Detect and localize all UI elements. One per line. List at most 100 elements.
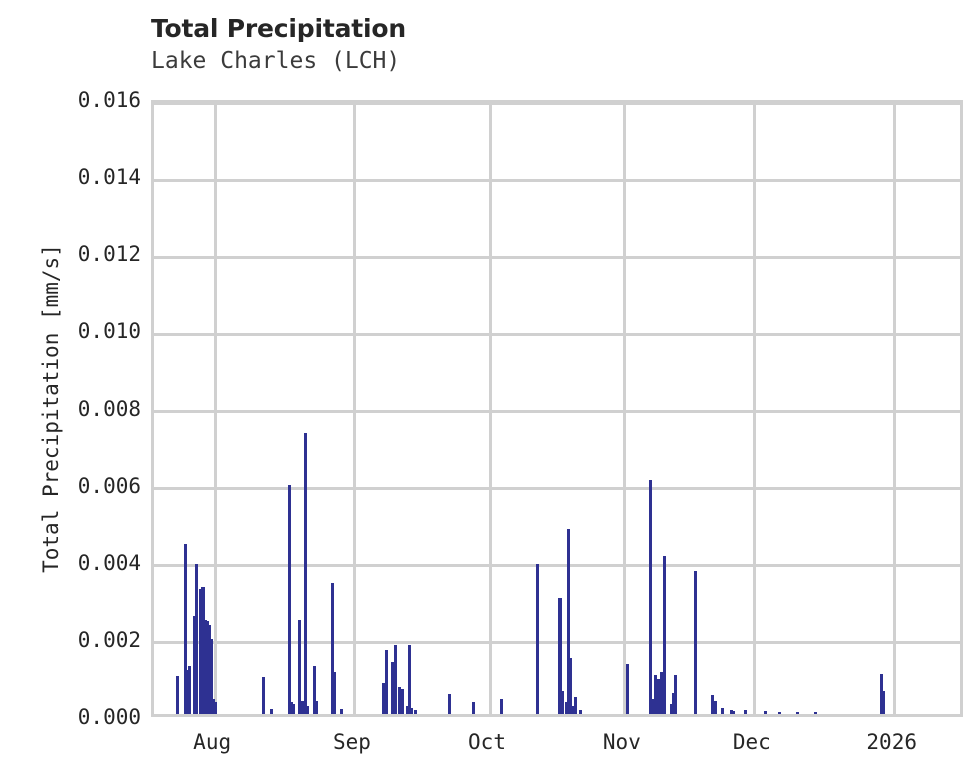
bar	[813, 711, 817, 714]
bar	[579, 710, 582, 714]
bar	[290, 702, 293, 714]
bar	[663, 555, 667, 714]
bar	[414, 710, 417, 714]
bar	[188, 665, 192, 714]
y-tick-label: 0.004	[77, 550, 141, 575]
bar	[721, 708, 725, 714]
bar	[211, 698, 215, 714]
bar	[391, 661, 395, 714]
gridline-horizontal	[154, 487, 960, 491]
gridline-vertical	[623, 103, 627, 714]
gridline-horizontal	[154, 641, 960, 645]
y-axis-title: Total Precipitation [mm/s]	[39, 244, 63, 573]
gridline-horizontal	[154, 410, 960, 413]
x-tick-label: Aug	[193, 730, 232, 754]
y-tick-label: 0.010	[77, 319, 141, 344]
bar	[261, 676, 265, 714]
bar	[570, 706, 574, 714]
gridline-horizontal	[154, 255, 960, 259]
y-tick-label: 0.012	[77, 242, 141, 267]
bar	[654, 675, 658, 714]
bar	[331, 582, 335, 714]
bar	[626, 663, 629, 714]
bar	[198, 588, 202, 714]
gridline-vertical	[488, 103, 492, 714]
x-tick-label: Dec	[732, 730, 771, 754]
bar	[535, 563, 539, 714]
bar	[557, 598, 562, 714]
x-tick-label: Nov	[602, 730, 641, 754]
gridline-horizontal	[154, 178, 960, 182]
gridline-horizontal	[154, 103, 960, 105]
bar	[693, 571, 697, 714]
chart-subtitle: Lake Charles (LCH)	[151, 48, 401, 74]
y-tick-label: 0.008	[77, 396, 141, 421]
bar	[657, 679, 662, 714]
bar	[568, 658, 572, 714]
gridline-horizontal	[154, 332, 960, 336]
chart-header: Total Precipitation Lake Charles (LCH)	[151, 14, 851, 76]
bar	[674, 675, 677, 714]
bar	[385, 650, 388, 714]
bar	[573, 696, 577, 714]
bar	[410, 708, 414, 714]
plot-inner	[154, 103, 960, 714]
bar	[566, 528, 570, 714]
bar	[471, 702, 475, 714]
bar	[398, 687, 401, 714]
x-axis-tick-labels: Aug Sep Oct Nov Dec 2026	[0, 729, 980, 769]
x-tick-label: Sep	[333, 730, 371, 754]
bar	[448, 694, 452, 714]
bar	[711, 694, 715, 714]
bar	[729, 710, 733, 714]
bar	[649, 479, 653, 714]
bar	[670, 704, 674, 714]
gridline-vertical	[353, 103, 357, 714]
bar	[207, 625, 211, 714]
bar	[660, 671, 664, 714]
bar	[287, 484, 291, 714]
plot-area	[151, 100, 963, 717]
bar	[192, 615, 197, 714]
bar	[882, 690, 886, 714]
bar	[652, 698, 656, 714]
bar	[731, 710, 735, 714]
y-tick-label: 0.000	[77, 705, 141, 729]
y-tick-label: 0.002	[77, 627, 141, 652]
y-axis-tick-labels: 0.000 0.002 0.004 0.006 0.008 0.010 0.012 0.014…	[0, 0, 141, 780]
bar	[176, 675, 179, 714]
x-tick-label: Oct	[468, 730, 506, 754]
bar	[209, 638, 214, 714]
bar	[764, 710, 768, 714]
bar	[292, 704, 296, 714]
bar	[394, 644, 398, 714]
bar	[382, 683, 385, 714]
bar	[315, 700, 319, 714]
x-tick-label: 2026	[866, 730, 917, 754]
bar	[714, 700, 718, 714]
gridline-vertical	[213, 103, 217, 714]
page-title: Total Precipitation	[151, 14, 406, 43]
y-tick-label: 0.016	[77, 88, 141, 112]
y-tick-label: 0.006	[77, 473, 141, 498]
bar	[407, 645, 411, 714]
bar	[333, 671, 337, 714]
bar	[204, 621, 209, 714]
bar	[671, 692, 675, 714]
bar	[564, 702, 568, 714]
bar	[297, 619, 301, 714]
bar	[213, 702, 217, 714]
bar	[201, 586, 205, 714]
bar	[560, 690, 564, 714]
bar	[743, 710, 747, 714]
bar	[405, 706, 409, 714]
bar	[312, 665, 316, 714]
gridline-vertical	[893, 103, 897, 714]
bar	[795, 712, 799, 714]
bar	[299, 701, 303, 714]
bar	[401, 688, 404, 714]
bar	[340, 708, 344, 714]
bar	[269, 709, 273, 714]
bar	[301, 700, 305, 714]
